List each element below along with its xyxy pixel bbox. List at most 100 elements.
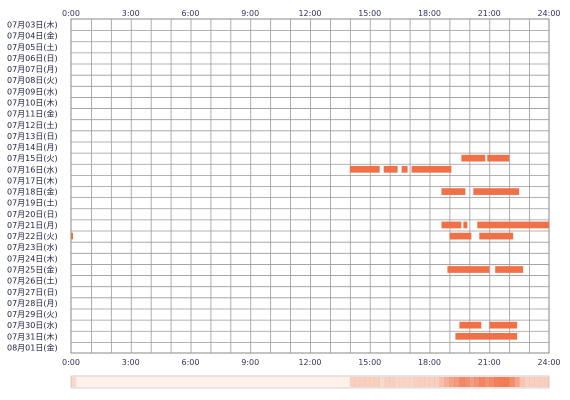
y-axis-days: 07月03日(木)07月04日(金)07月05日(土) 07月06日(日) 07月0… bbox=[7, 20, 58, 353]
summary-cell bbox=[454, 377, 460, 387]
summary-cell bbox=[429, 377, 435, 387]
summary-strip bbox=[70, 375, 550, 389]
summary-cell bbox=[404, 377, 410, 387]
summary-cell bbox=[514, 377, 520, 387]
summary-cell bbox=[349, 377, 356, 387]
summary-cell bbox=[359, 377, 366, 387]
activity-segment bbox=[411, 165, 452, 173]
summary-cell bbox=[524, 377, 530, 387]
activity-segment bbox=[441, 188, 466, 195]
day-label: 07月11日(金) bbox=[7, 109, 58, 119]
x-tick-label: 3:00 bbox=[122, 9, 140, 18]
x-tick-label: 9:00 bbox=[241, 9, 259, 18]
day-label: 07月22日(火) bbox=[7, 232, 58, 241]
summary-cell bbox=[389, 377, 395, 387]
summary-strip-bg bbox=[70, 375, 550, 389]
x-tick-label: 6:00 bbox=[182, 9, 200, 18]
day-label: 07月03日(木) bbox=[7, 20, 58, 30]
activity-segment bbox=[71, 232, 73, 240]
summary-cell bbox=[449, 377, 455, 387]
x-tick-label: 12:00 bbox=[298, 9, 321, 18]
summary-cell bbox=[444, 377, 450, 387]
activity-segment bbox=[461, 154, 486, 162]
day-label: 07月23日(水) bbox=[7, 242, 58, 252]
day-label: 07月04日(金) bbox=[7, 31, 58, 41]
day-label: 07月24日(木) bbox=[7, 253, 58, 263]
activity-segment bbox=[479, 232, 514, 240]
activity-segment bbox=[383, 165, 398, 173]
x-axis-bottom: 0:00 3:00 6:00 9:00 12:00 15:00 18:00 21:00 24:0… bbox=[62, 358, 561, 367]
summary-cell bbox=[71, 377, 77, 387]
summary-cell bbox=[434, 377, 440, 387]
day-label: 07月14日(月) bbox=[7, 143, 58, 152]
summary-cell bbox=[364, 377, 371, 387]
x-tick-label: 0:00 bbox=[62, 358, 80, 367]
day-label: 07月07日(月) bbox=[7, 65, 58, 74]
activity-segment bbox=[441, 221, 462, 229]
activity-segment bbox=[447, 266, 490, 273]
activity-segment bbox=[459, 321, 482, 329]
x-tick-label: 12:00 bbox=[298, 358, 321, 367]
summary-cell bbox=[384, 377, 390, 387]
activity-segment bbox=[449, 232, 472, 240]
summary-cell bbox=[424, 377, 430, 387]
day-label: 07月08日(火) bbox=[7, 76, 58, 85]
summary-cell bbox=[544, 377, 550, 387]
x-tick-label: 18:00 bbox=[418, 9, 441, 18]
grid bbox=[70, 18, 550, 354]
summary-cell bbox=[529, 377, 535, 387]
summary-cell bbox=[374, 377, 381, 387]
summary-cell bbox=[499, 377, 505, 387]
day-label: 07月25日(金) bbox=[7, 265, 58, 275]
x-tick-label: 21:00 bbox=[478, 358, 501, 367]
activity-segment bbox=[495, 266, 524, 273]
day-label: 07月27日(日) bbox=[7, 288, 58, 297]
activity-segment bbox=[477, 221, 549, 229]
x-tick-label: 15:00 bbox=[358, 9, 381, 18]
activity-segment bbox=[489, 321, 518, 329]
day-label: 07月19日(土) bbox=[7, 198, 58, 208]
day-label: 07月15日(火) bbox=[7, 154, 58, 163]
day-label: 07月20日(日) bbox=[7, 210, 58, 219]
summary-cell bbox=[439, 377, 445, 387]
day-label: 07月31日(木) bbox=[7, 331, 58, 341]
day-label: 07月30日(水) bbox=[7, 320, 58, 330]
day-label: 07月17日(木) bbox=[7, 175, 58, 185]
x-tick-label: 3:00 bbox=[122, 358, 140, 367]
summary-cell bbox=[504, 377, 510, 387]
summary-cell bbox=[489, 377, 495, 387]
activity-segment bbox=[463, 221, 468, 229]
day-label: 07月06日(日) bbox=[7, 54, 58, 63]
day-label: 08月01日(金) bbox=[7, 342, 58, 352]
summary-cell bbox=[519, 377, 525, 387]
x-tick-label: 21:00 bbox=[478, 9, 501, 18]
activity-segment bbox=[473, 188, 520, 195]
summary-cell bbox=[469, 377, 475, 387]
summary-cell bbox=[369, 377, 376, 387]
plot-area bbox=[70, 18, 550, 354]
summary-cell bbox=[379, 377, 385, 387]
day-label: 07月09日(水) bbox=[7, 86, 58, 96]
summary-cell bbox=[534, 377, 540, 387]
x-tick-label: 15:00 bbox=[358, 358, 381, 367]
summary-cell bbox=[484, 377, 490, 387]
summary-cell bbox=[479, 377, 485, 387]
activity-segment bbox=[401, 165, 408, 173]
day-label: 07月21日(月) bbox=[7, 221, 58, 230]
summary-cell bbox=[459, 377, 465, 387]
x-tick-label: 9:00 bbox=[241, 358, 259, 367]
summary-cell bbox=[464, 377, 470, 387]
day-label: 07月13日(日) bbox=[7, 132, 58, 141]
day-label: 07月18日(金) bbox=[7, 187, 58, 197]
activity-segment bbox=[349, 165, 380, 173]
summary-cell bbox=[414, 377, 420, 387]
summary-cell bbox=[539, 377, 545, 387]
day-label: 07月10日(木) bbox=[7, 98, 58, 108]
x-tick-label: 24:00 bbox=[537, 9, 560, 18]
x-tick-label: 0:00 bbox=[62, 9, 80, 18]
x-tick-label: 24:00 bbox=[537, 358, 560, 367]
day-label: 07月16日(水) bbox=[7, 164, 58, 174]
activity-segment bbox=[487, 154, 510, 162]
x-tick-label: 18:00 bbox=[418, 358, 441, 367]
